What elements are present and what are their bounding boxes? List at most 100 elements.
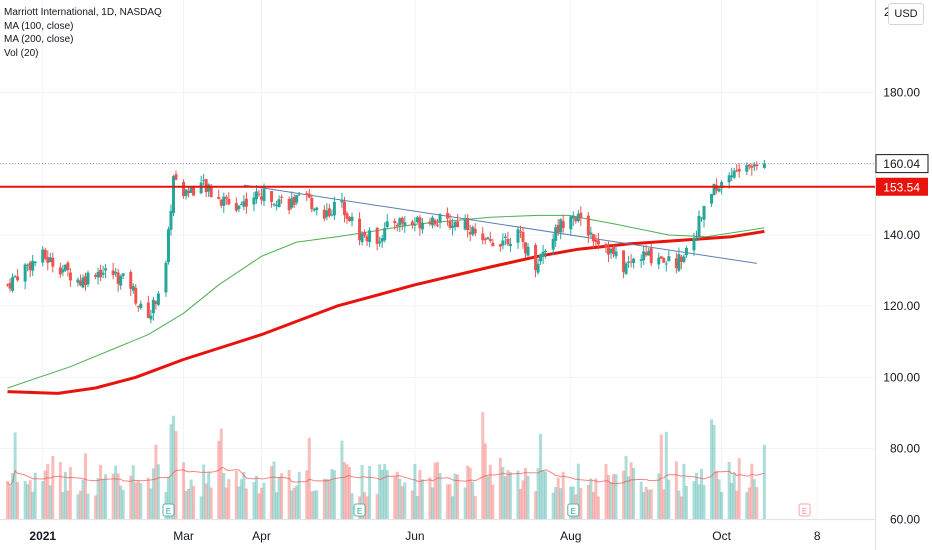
candle-body (252, 197, 256, 205)
earnings-marker-label: E (357, 507, 362, 516)
volume-bar (224, 487, 228, 519)
candle-body (569, 216, 573, 230)
price-tick-label: 140.00 (883, 228, 920, 242)
volume-bar (146, 477, 150, 519)
volume-bar (488, 464, 492, 519)
candle-body (594, 239, 598, 242)
volume-bar (217, 440, 221, 519)
volume-bar (544, 471, 548, 519)
candle-body (710, 193, 714, 204)
volume-bar (591, 491, 595, 519)
volume-bar (501, 466, 505, 519)
volume-bar (508, 472, 512, 519)
volume-bar (295, 485, 299, 519)
earnings-marker (567, 503, 580, 517)
volume-bar (310, 491, 314, 519)
candle-body (16, 276, 20, 281)
volume-bar (561, 471, 565, 519)
volume-bar (536, 468, 540, 519)
candle-body (33, 261, 37, 264)
volume-bar (576, 463, 580, 519)
volume-bar (156, 464, 160, 519)
volume-bar (270, 466, 274, 519)
volume-bar (395, 471, 399, 519)
candle-body (521, 231, 525, 242)
price-tick-label: 80.00 (890, 442, 920, 456)
volume-bar (154, 444, 158, 519)
currency-button[interactable]: USD (888, 3, 924, 25)
volume-bar (61, 492, 65, 519)
candle-body (171, 176, 175, 214)
candle-body (682, 256, 686, 262)
volume-bar (534, 491, 538, 519)
volume-bar (730, 482, 734, 519)
volume-bar (667, 479, 671, 519)
price-tick-label: 100.00 (883, 370, 920, 384)
volume-bar (184, 491, 188, 519)
volume-bar (692, 481, 696, 519)
candle-body (156, 293, 160, 305)
volume-bar (169, 424, 173, 519)
volume-bar (262, 482, 266, 519)
candle-body (68, 272, 72, 281)
volume-bar (345, 464, 349, 519)
candle-body (712, 184, 716, 195)
volume-bar (239, 479, 243, 519)
volume-bar (606, 474, 610, 519)
volume-bar (192, 485, 196, 519)
volume-bar (187, 488, 191, 519)
volume-bar (342, 462, 346, 519)
volume-bar (104, 474, 108, 519)
volume-bar (436, 461, 439, 519)
volume-bar (471, 481, 475, 519)
volume-bar (307, 437, 311, 519)
volume-bar (662, 489, 666, 519)
candle-body (647, 250, 651, 256)
candle-body (684, 247, 688, 256)
volume-bar (81, 479, 85, 519)
volume-bar (360, 464, 364, 519)
earnings-marker-label: E (166, 507, 171, 516)
candle-body (508, 243, 512, 247)
volume-bar (254, 475, 258, 519)
candle-body (8, 282, 12, 289)
volume-bar (747, 487, 751, 519)
volume-bar (8, 486, 12, 519)
candle-body (644, 252, 648, 256)
candle-body (345, 213, 349, 219)
volume-bar (526, 475, 530, 519)
volume-bar (174, 431, 178, 519)
candle-body (627, 261, 631, 263)
candle-body (715, 185, 719, 191)
volume-bar (23, 480, 27, 519)
candle-body (501, 240, 505, 246)
candle-body (327, 208, 331, 216)
candle-body (516, 229, 520, 243)
volume-bar (762, 444, 766, 519)
volume-bar (149, 488, 153, 519)
candle-body (315, 207, 319, 211)
candle-body (227, 199, 231, 205)
volume-bar (234, 471, 238, 519)
candle-body (295, 195, 299, 203)
candle-body (612, 246, 616, 255)
volume-bar (556, 477, 560, 519)
volume-bar (451, 496, 455, 519)
earnings-marker (353, 503, 366, 517)
candle-body (222, 196, 226, 206)
candle-body (26, 264, 30, 266)
candle-body (330, 214, 334, 216)
volume-bar (332, 470, 336, 519)
candle-body (609, 248, 613, 254)
volume-bar (727, 461, 731, 519)
candle-body (498, 244, 502, 247)
time-tick-label: 8 (814, 529, 821, 543)
candle-body (471, 227, 475, 235)
candle-body (586, 215, 590, 236)
volume-bar (227, 479, 231, 519)
candle-body (737, 168, 741, 172)
candle-body (312, 209, 316, 211)
candle-body (624, 263, 628, 274)
candle-body (539, 254, 543, 262)
